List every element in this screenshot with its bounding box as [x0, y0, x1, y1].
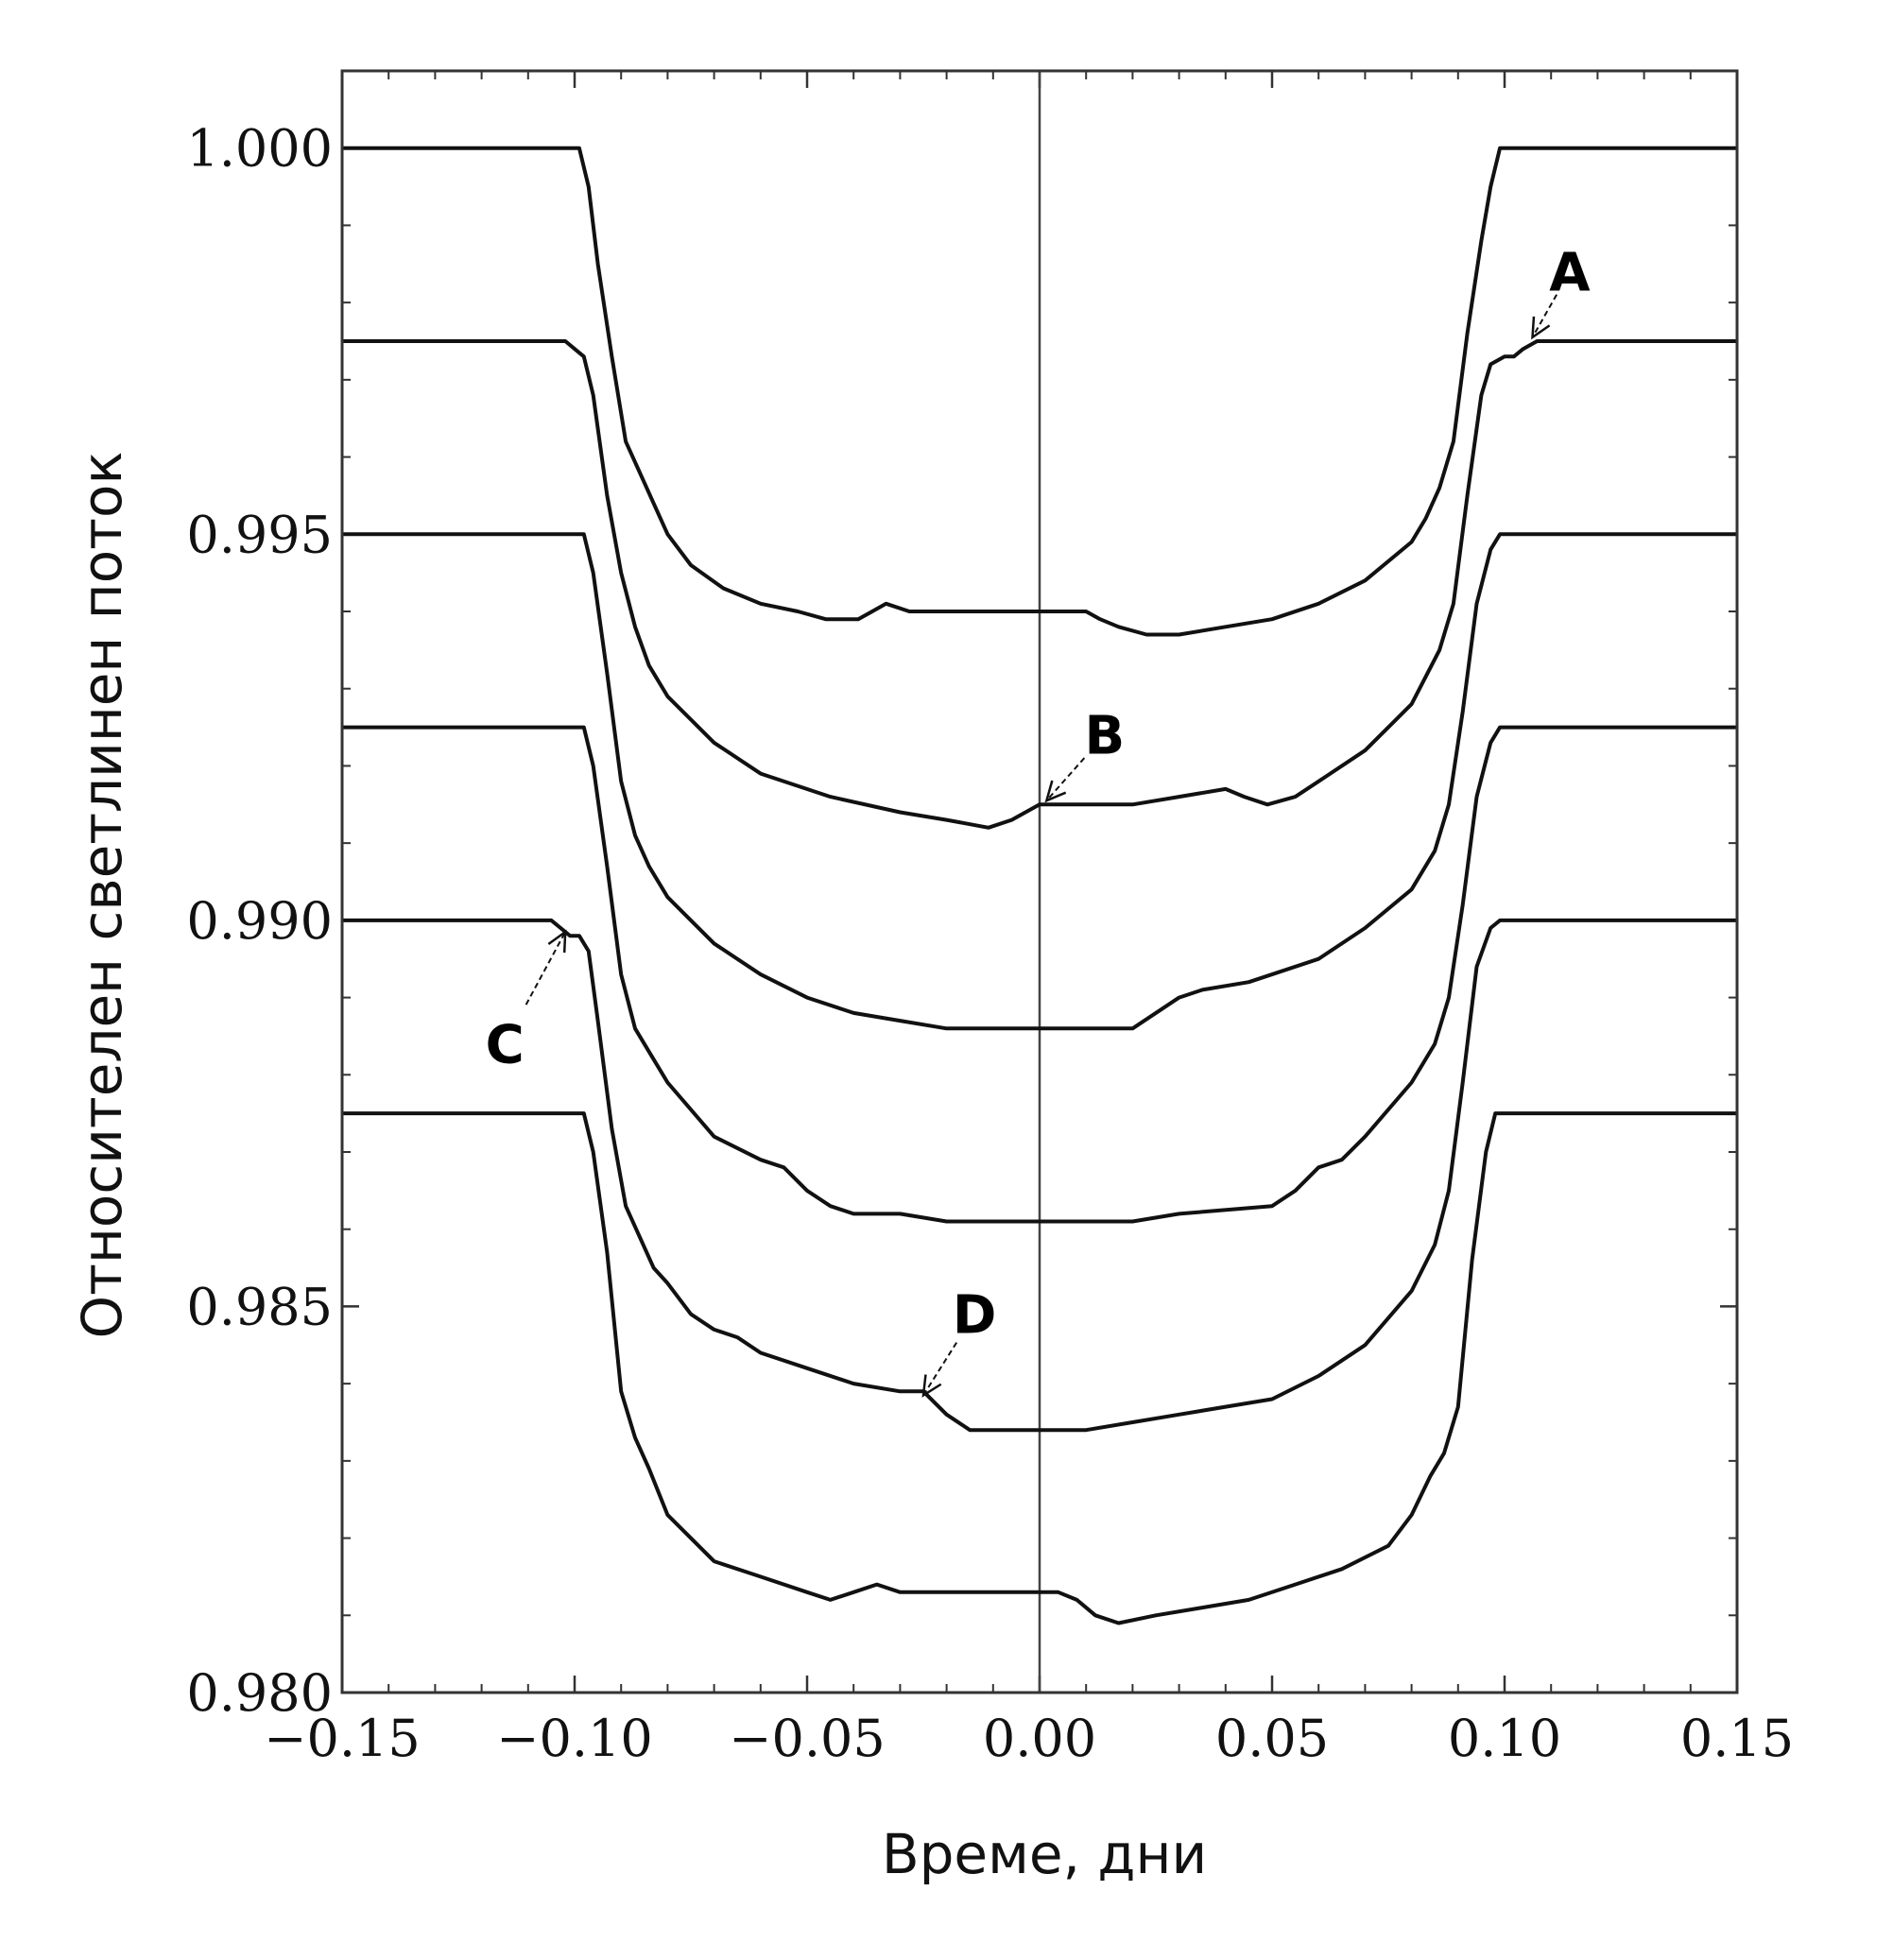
x-tick-label: −0.15 [264, 1709, 420, 1768]
light-curve-line [342, 339, 1737, 830]
annotation-arrow-head [1531, 316, 1551, 340]
x-ticks: −0.15 −0.10 −0.05 0.00 0.05 0.10 0.15 [264, 71, 1794, 1768]
light-curve-line [342, 918, 1737, 1433]
annotation-arrow-head [921, 1374, 942, 1398]
annotation-arrow-line [1045, 757, 1086, 801]
light-curve-line [342, 725, 1737, 1224]
annotation-label: C [486, 1015, 525, 1076]
y-tick-label: 0.995 [186, 505, 333, 564]
x-tick-label: 0.05 [1215, 1709, 1329, 1768]
y-tick-label: 1.000 [186, 119, 333, 179]
y-tick-label: 0.990 [186, 891, 333, 951]
x-axis-label: Време, дни [882, 1822, 1207, 1886]
light-curve-series [342, 146, 1737, 1625]
annotation-label: B [1085, 706, 1126, 767]
x-tick-label: 0.00 [983, 1709, 1096, 1768]
annotation-arrow-head [1044, 780, 1067, 803]
annotation-arrow-line [1531, 294, 1557, 338]
annotation-arrow-head [547, 929, 567, 954]
y-axis-label: Относителен светлинен поток [70, 452, 134, 1339]
light-curve-line [342, 146, 1737, 637]
y-ticks: 0.980 0.985 0.990 0.995 1.000 [186, 119, 1737, 1723]
x-tick-label: −0.10 [496, 1709, 652, 1768]
x-tick-label: −0.05 [729, 1709, 885, 1768]
annotation-arrow-line [922, 1342, 958, 1396]
light-curve-line [342, 1111, 1737, 1625]
y-tick-label: 0.985 [186, 1277, 333, 1336]
annotation-label: D [953, 1285, 996, 1347]
plot-frame [340, 69, 1739, 1694]
light-curve-line [342, 532, 1737, 1031]
annotations: A B C D [486, 242, 1591, 1398]
annotation-label: A [1549, 242, 1591, 303]
annotation-arrow-line [525, 931, 567, 1006]
x-tick-label: 0.10 [1448, 1709, 1561, 1768]
x-tick-label: 0.15 [1680, 1709, 1794, 1768]
y-tick-label: 0.980 [186, 1663, 333, 1723]
